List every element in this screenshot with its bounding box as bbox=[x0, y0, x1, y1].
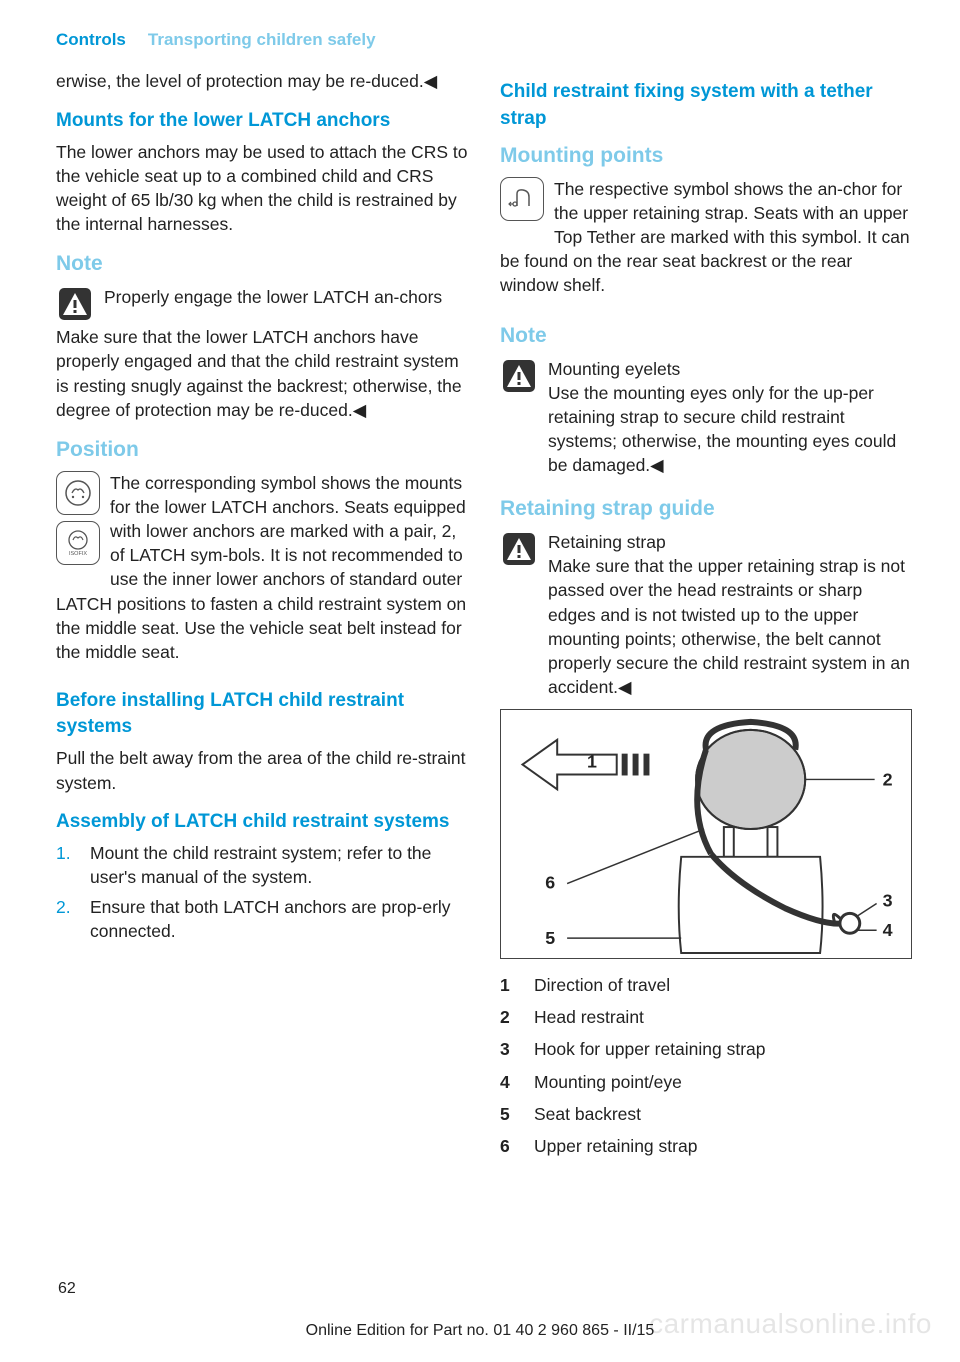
legend-num: 2 bbox=[500, 1005, 518, 1029]
left-column: erwise, the level of protection may be r… bbox=[56, 69, 468, 1166]
note-lead: Properly engage the lower LATCH an‐chors bbox=[104, 285, 442, 309]
retaining-lead: Retaining strap bbox=[548, 530, 912, 554]
continuation-text: erwise, the level of protection may be r… bbox=[56, 69, 468, 93]
retaining-note-content: Retaining strap Make sure that the upper… bbox=[548, 530, 912, 699]
content-columns: erwise, the level of protection may be r… bbox=[0, 69, 960, 1166]
note-block: Mounting eyelets Use the mounting eyes o… bbox=[500, 357, 912, 478]
right-column: Child restraint fixing system with a tet… bbox=[500, 69, 912, 1166]
position-block: ISOFIX The corresponding symbol shows th… bbox=[56, 471, 468, 678]
tether-symbol-icon bbox=[500, 177, 544, 221]
retaining-body: Make sure that the upper retaining strap… bbox=[548, 556, 910, 697]
mounts-body: The lower anchors may be used to attach … bbox=[56, 140, 468, 237]
svg-text:6: 6 bbox=[545, 873, 555, 893]
note-body: Make sure that the lower LATCH anchors h… bbox=[56, 325, 468, 422]
retaining-note-block: Retaining strap Make sure that the upper… bbox=[500, 530, 912, 699]
heading-mounts: Mounts for the lower LATCH anchors bbox=[56, 108, 468, 134]
legend-text: Direction of travel bbox=[534, 973, 670, 997]
legend-item: 2 Head restraint bbox=[500, 1005, 912, 1029]
before-install-body: Pull the belt away from the area of the … bbox=[56, 746, 468, 794]
heading-note-right: Note bbox=[500, 322, 912, 351]
note-block: Properly engage the lower LATCH an‐chors bbox=[56, 285, 468, 323]
legend-num: 5 bbox=[500, 1102, 518, 1126]
assembly-step: 2. Ensure that both LATCH anchors are pr… bbox=[56, 895, 468, 943]
svg-text:ISOFIX: ISOFIX bbox=[69, 551, 87, 557]
mounting-points-body: The respective symbol shows the an‐chor … bbox=[500, 177, 912, 298]
retaining-strap-diagram: 1 2 3 4 bbox=[500, 709, 912, 959]
heading-tether: Child restraint fixing system with a tet… bbox=[500, 79, 912, 131]
header-section: Controls bbox=[56, 28, 126, 51]
svg-text:3: 3 bbox=[883, 891, 893, 911]
diagram-legend: 1 Direction of travel 2 Head restraint 3 Ho… bbox=[500, 973, 912, 1158]
heading-mounting-points: Mounting points bbox=[500, 142, 912, 171]
isofix-symbol-icon: ISOFIX bbox=[56, 521, 100, 565]
legend-item: 6 Upper retaining strap bbox=[500, 1134, 912, 1158]
svg-text:1: 1 bbox=[587, 752, 597, 772]
legend-item: 1 Direction of travel bbox=[500, 973, 912, 997]
tether-symbol-wrap bbox=[500, 177, 544, 227]
legend-item: 3 Hook for upper retaining strap bbox=[500, 1037, 912, 1061]
step-number: 2. bbox=[56, 895, 76, 943]
heading-retaining-guide: Retaining strap guide bbox=[500, 495, 912, 524]
note-content: Mounting eyelets Use the mounting eyes o… bbox=[548, 357, 912, 478]
legend-text: Upper retaining strap bbox=[534, 1134, 697, 1158]
position-body: The corresponding symbol shows the mount… bbox=[56, 471, 468, 664]
note-body: Use the mounting eyes only for the up‐pe… bbox=[548, 383, 896, 475]
legend-text: Head restraint bbox=[534, 1005, 644, 1029]
heading-assembly: Assembly of LATCH child restraint system… bbox=[56, 809, 468, 835]
warning-icon bbox=[500, 530, 538, 568]
legend-num: 1 bbox=[500, 973, 518, 997]
legend-item: 5 Seat backrest bbox=[500, 1102, 912, 1126]
warning-icon bbox=[56, 285, 94, 323]
legend-num: 4 bbox=[500, 1070, 518, 1094]
legend-num: 6 bbox=[500, 1134, 518, 1158]
warning-icon bbox=[500, 357, 538, 395]
heading-position: Position bbox=[56, 436, 468, 465]
legend-item: 4 Mounting point/eye bbox=[500, 1070, 912, 1094]
heading-before-install: Before installing LATCH child restraint … bbox=[56, 688, 468, 740]
mounting-points-block: The respective symbol shows the an‐chor … bbox=[500, 177, 912, 312]
latch-symbol-stack: ISOFIX bbox=[56, 471, 100, 571]
legend-text: Mounting point/eye bbox=[534, 1070, 682, 1094]
legend-num: 3 bbox=[500, 1037, 518, 1061]
footer-text: Online Edition for Part no. 01 40 2 960 … bbox=[0, 1320, 960, 1342]
assembly-list: 1. Mount the child restraint system; ref… bbox=[56, 841, 468, 944]
heading-note: Note bbox=[56, 250, 468, 279]
legend-text: Seat backrest bbox=[534, 1102, 641, 1126]
step-number: 1. bbox=[56, 841, 76, 889]
svg-text:2: 2 bbox=[883, 770, 893, 790]
header-subsection: Transporting children safely bbox=[148, 28, 376, 51]
step-text: Mount the child restraint system; refer … bbox=[90, 841, 468, 889]
assembly-step: 1. Mount the child restraint system; ref… bbox=[56, 841, 468, 889]
svg-text:5: 5 bbox=[545, 928, 555, 948]
latch-symbol-icon bbox=[56, 471, 100, 515]
svg-text:4: 4 bbox=[883, 920, 893, 940]
page-number: 62 bbox=[58, 1278, 76, 1300]
step-text: Ensure that both LATCH anchors are prop‐… bbox=[90, 895, 468, 943]
legend-text: Hook for upper retaining strap bbox=[534, 1037, 766, 1061]
page-header: Controls Transporting children safely bbox=[0, 0, 960, 69]
note-lead: Mounting eyelets bbox=[548, 357, 912, 381]
